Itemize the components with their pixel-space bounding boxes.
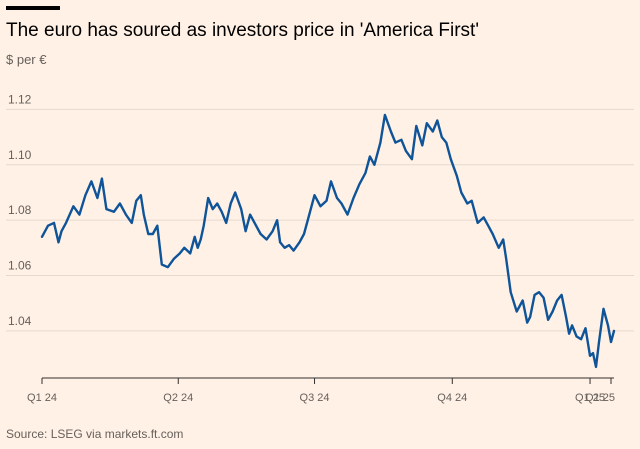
series-line-eur-usd bbox=[40, 113, 616, 369]
y-tick-label: 1.06 bbox=[8, 259, 32, 273]
x-tick-label: Q4 24 bbox=[437, 392, 467, 404]
x-tick-label: Q2 24 bbox=[163, 392, 193, 404]
y-tick-labels: 1.04 1.06 1.08 1.10 1.12 bbox=[8, 92, 32, 328]
source-note: Source: LSEG via markets.ft.com bbox=[6, 427, 184, 441]
gridlines bbox=[6, 108, 634, 332]
x-tick-label: Q3 24 bbox=[300, 392, 330, 404]
x-tick-label: Q1 24 bbox=[27, 392, 57, 404]
y-tick-label: 1.08 bbox=[8, 203, 32, 217]
y-tick-label: 1.10 bbox=[8, 148, 32, 162]
chart-title: The euro has soured as investors price i… bbox=[6, 20, 479, 41]
y-axis-label: $ per € bbox=[6, 52, 47, 67]
x-tick-label: Q1 25 bbox=[585, 392, 615, 404]
title-accent-bar bbox=[6, 6, 60, 10]
y-tick-label: 1.04 bbox=[8, 314, 32, 328]
x-tick-label: Q1 25 bbox=[575, 392, 605, 404]
y-tick-label: 1.12 bbox=[8, 92, 32, 106]
